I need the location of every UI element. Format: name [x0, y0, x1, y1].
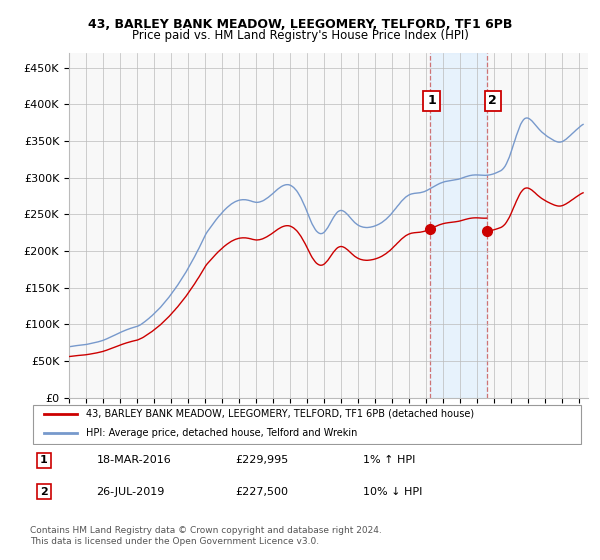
Text: £229,995: £229,995	[235, 455, 289, 465]
FancyBboxPatch shape	[33, 405, 581, 444]
Text: 18-MAR-2016: 18-MAR-2016	[97, 455, 172, 465]
Text: 1% ↑ HPI: 1% ↑ HPI	[363, 455, 415, 465]
Text: 43, BARLEY BANK MEADOW, LEEGOMERY, TELFORD, TF1 6PB (detached house): 43, BARLEY BANK MEADOW, LEEGOMERY, TELFO…	[86, 409, 473, 419]
Text: £227,500: £227,500	[235, 487, 289, 497]
Text: 1: 1	[40, 455, 48, 465]
Text: HPI: Average price, detached house, Telford and Wrekin: HPI: Average price, detached house, Telf…	[86, 428, 357, 438]
Text: Price paid vs. HM Land Registry's House Price Index (HPI): Price paid vs. HM Land Registry's House …	[131, 29, 469, 42]
Text: 10% ↓ HPI: 10% ↓ HPI	[363, 487, 422, 497]
Text: Contains HM Land Registry data © Crown copyright and database right 2024.
This d: Contains HM Land Registry data © Crown c…	[30, 526, 382, 546]
Text: 2: 2	[488, 94, 497, 108]
Text: 26-JUL-2019: 26-JUL-2019	[97, 487, 165, 497]
Text: 2: 2	[40, 487, 48, 497]
Text: 1: 1	[427, 94, 436, 108]
Text: 43, BARLEY BANK MEADOW, LEEGOMERY, TELFORD, TF1 6PB: 43, BARLEY BANK MEADOW, LEEGOMERY, TELFO…	[88, 18, 512, 31]
Bar	[430, 53, 487, 398]
